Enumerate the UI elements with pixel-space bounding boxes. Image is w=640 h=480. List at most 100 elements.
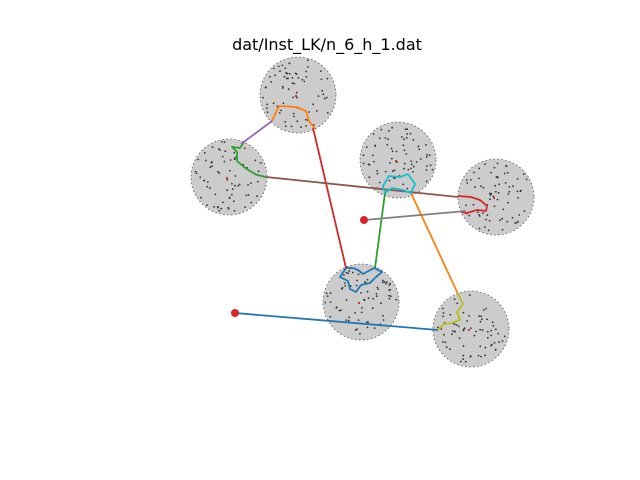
disk-center-mark [294, 94, 298, 98]
sample-point [409, 132, 412, 135]
sample-point [211, 165, 213, 168]
sample-point [360, 311, 363, 314]
sample-point [473, 334, 476, 337]
sample-point [360, 292, 362, 294]
sample-point [440, 328, 443, 330]
sample-point [305, 125, 307, 127]
sample-point [384, 282, 387, 285]
sample-point [345, 299, 348, 301]
sample-point [234, 156, 237, 159]
sample-point [355, 284, 358, 287]
sample-point [300, 126, 302, 128]
sample-point [491, 321, 494, 324]
sample-point [403, 167, 405, 170]
disk-center-mark [467, 328, 471, 332]
sample-point [474, 186, 476, 189]
sample-point [468, 294, 471, 296]
sample-point [194, 170, 197, 173]
sample-point [292, 112, 295, 115]
sample-point [211, 161, 213, 163]
sample-point [380, 128, 383, 131]
sample-point [222, 201, 224, 204]
sample-point [372, 133, 375, 135]
sample-point [319, 70, 322, 72]
sample-point [284, 67, 287, 70]
sample-point [484, 354, 487, 357]
sample-point [278, 112, 281, 114]
sample-point [228, 197, 231, 200]
sample-point [425, 180, 428, 183]
sample-point [231, 188, 234, 191]
sample-point [256, 195, 258, 198]
sample-point [203, 151, 206, 154]
sample-point [472, 203, 475, 206]
sample-point [357, 273, 360, 276]
sample-point [386, 144, 389, 146]
sample-point [517, 196, 519, 199]
disk-circle [322, 263, 400, 341]
sample-point [214, 193, 217, 196]
sample-point [272, 102, 275, 105]
sample-point [325, 96, 328, 99]
sample-point [287, 77, 289, 80]
sample-point [501, 217, 504, 220]
sample-point [372, 154, 374, 157]
sample-point [404, 128, 407, 131]
depot-points [231, 216, 368, 317]
sample-point [247, 184, 249, 186]
sample-point [294, 72, 297, 75]
sample-point [372, 297, 375, 300]
sample-point [514, 222, 517, 224]
sample-point [223, 160, 226, 163]
sample-point [362, 162, 365, 165]
sample-point [425, 144, 427, 146]
sample-point [517, 220, 519, 223]
sample-point [290, 125, 293, 128]
sample-point [393, 169, 396, 172]
sample-point [209, 187, 211, 190]
sample-point [507, 193, 510, 195]
sample-point [216, 205, 219, 208]
sample-point [305, 76, 308, 78]
sample-point [284, 125, 287, 127]
sample-point [391, 126, 393, 129]
sample-point [492, 325, 495, 327]
sample-point [325, 292, 328, 295]
disk-circle [359, 121, 437, 199]
sample-point [257, 170, 260, 173]
sample-point [403, 162, 406, 165]
sample-point [224, 150, 227, 153]
sample-point [488, 192, 491, 195]
sample-point [481, 212, 484, 215]
sample-point [453, 298, 456, 300]
sample-point [357, 319, 360, 321]
sample-point [426, 153, 428, 156]
sample-point [377, 288, 379, 290]
sample-point [454, 330, 456, 333]
sample-point [227, 207, 230, 210]
sample-point [362, 154, 365, 157]
sample-point [402, 144, 405, 147]
sample-point [391, 150, 394, 153]
sample-point [405, 153, 408, 155]
sample-point [468, 214, 471, 217]
sample-point [507, 201, 509, 204]
sample-point [452, 330, 454, 332]
sample-point [304, 118, 307, 121]
orange-loop [271, 105, 316, 130]
sample-point [470, 327, 472, 329]
sample-point [281, 85, 284, 88]
sample-point [478, 227, 481, 230]
brown-route [265, 176, 459, 198]
sample-point [231, 182, 233, 185]
sample-point [403, 138, 405, 141]
sample-point [490, 343, 493, 346]
sample-point [366, 326, 369, 329]
sample-point [390, 295, 392, 298]
sample-point [203, 179, 205, 182]
sample-point [389, 162, 391, 164]
sample-point [206, 204, 208, 207]
sample-point [287, 88, 290, 91]
sample-point [425, 156, 428, 158]
sample-point [269, 75, 271, 78]
